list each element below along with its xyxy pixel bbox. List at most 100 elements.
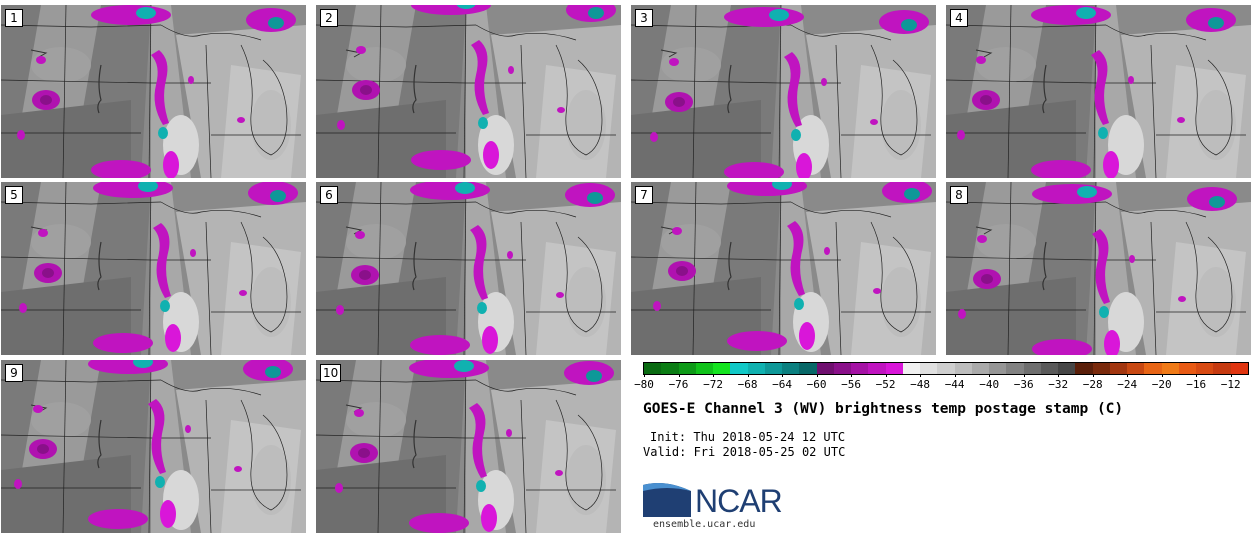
member-panel-2: 2 [316, 5, 621, 178]
colorbar-swatch [1161, 363, 1179, 374]
site-url: ensemble.ucar.edu [653, 519, 756, 530]
colorbar-swatch [989, 363, 1007, 374]
colorbar-swatch [1075, 363, 1093, 374]
valid-time: Valid: Fri 2018-05-25 02 UTC [643, 445, 846, 459]
colorbar-tick-label: −24 [1117, 378, 1138, 391]
colorbar-tick-label: −56 [841, 378, 862, 391]
colorbar-swatch [799, 363, 817, 374]
member-panel-4: 4 [946, 5, 1251, 178]
colorbar-tick-label: −68 [737, 378, 758, 391]
colorbar-swatch [971, 363, 989, 374]
member-panel-10: 10 [316, 360, 621, 533]
colorbar-tick-mark [747, 374, 749, 377]
colorbar-tick-mark [954, 374, 956, 377]
member-label-6: 6 [320, 186, 338, 204]
member-panel-5: 5 [1, 182, 306, 355]
colorbar-tick-mark [1058, 374, 1060, 377]
member-panel-1: 1 [1, 5, 306, 178]
member-map-4 [946, 5, 1251, 178]
colorbar-tick-label: −28 [1082, 378, 1103, 391]
colorbar-tick-mark [1127, 374, 1129, 377]
colorbar-tick-label: −16 [1186, 378, 1207, 391]
member-map-6 [316, 182, 621, 355]
colorbar-swatch [730, 363, 748, 374]
colorbar-tick-mark [1161, 374, 1163, 377]
colorbar-swatch [1213, 363, 1231, 374]
colorbar-swatch [1058, 363, 1076, 374]
colorbar-tick-mark [713, 374, 715, 377]
colorbar-tick-label: −12 [1220, 378, 1241, 391]
colorbar [643, 362, 1249, 375]
colorbar-swatch [816, 363, 834, 374]
colorbar-tick-mark [678, 374, 680, 377]
colorbar-tick-mark [851, 374, 853, 377]
colorbar-swatch [954, 363, 972, 374]
member-label-9: 9 [5, 364, 23, 382]
colorbar-tick-mark [885, 374, 887, 377]
colorbar-tick-mark [1230, 374, 1232, 377]
member-label-5: 5 [5, 186, 23, 204]
colorbar-swatch [782, 363, 800, 374]
colorbar-swatch [920, 363, 938, 374]
colorbar-swatch [937, 363, 955, 374]
colorbar-swatch [764, 363, 782, 374]
colorbar-swatch [1006, 363, 1024, 374]
ncar-logo-text: NCAR [695, 483, 783, 519]
member-panel-3: 3 [631, 5, 936, 178]
colorbar-tick-label: −20 [1151, 378, 1172, 391]
colorbar-swatch [1144, 363, 1162, 374]
colorbar-tick-mark [1092, 374, 1094, 377]
colorbar-tick-label: −36 [1013, 378, 1034, 391]
colorbar-swatch [833, 363, 851, 374]
colorbar-swatch [1109, 363, 1127, 374]
member-panel-8: 8 [946, 182, 1251, 355]
colorbar-tick-label: −32 [1048, 378, 1069, 391]
member-map-8 [946, 182, 1251, 355]
colorbar-swatch [1230, 363, 1248, 374]
colorbar-tick-label: −64 [772, 378, 792, 391]
colorbar-tick-mark [644, 374, 645, 377]
member-map-1 [1, 5, 306, 178]
colorbar-tick-label: −44 [944, 378, 965, 391]
member-map-5 [1, 182, 306, 355]
colorbar-swatch [885, 363, 903, 374]
member-map-2 [316, 5, 621, 178]
colorbar-swatch [1196, 363, 1214, 374]
member-label-1: 1 [5, 9, 23, 27]
colorbar-tick-mark [782, 374, 784, 377]
member-map-9 [1, 360, 306, 533]
colorbar-tick-label: −76 [668, 378, 689, 391]
ncar-logo: NCAR [643, 477, 793, 522]
colorbar-swatch [678, 363, 696, 374]
member-map-10 [316, 360, 621, 533]
colorbar-swatch [1127, 363, 1145, 374]
colorbar-swatch [1092, 363, 1110, 374]
colorbar-tick-mark [989, 374, 991, 377]
member-label-10: 10 [320, 364, 342, 382]
colorbar-swatch [868, 363, 886, 374]
member-map-3 [631, 5, 936, 178]
member-label-4: 4 [950, 9, 968, 27]
init-time: Init: Thu 2018-05-24 12 UTC [650, 430, 846, 444]
ncar-swoosh-icon [643, 483, 691, 517]
figure-title: GOES-E Channel 3 (WV) brightness temp po… [643, 401, 1124, 417]
member-map-7 [631, 182, 936, 355]
colorbar-tick-mark [1196, 374, 1198, 377]
colorbar-tick-label: −52 [875, 378, 896, 391]
colorbar-tick-mark [1023, 374, 1025, 377]
colorbar-tick-mark [920, 374, 922, 377]
colorbar-tick-mark [816, 374, 818, 377]
colorbar-tick-label: −60 [806, 378, 827, 391]
colorbar-swatch [713, 363, 731, 374]
colorbar-swatch [851, 363, 869, 374]
colorbar-tick-label: −40 [979, 378, 1000, 391]
colorbar-swatch [644, 363, 662, 374]
colorbar-swatch [902, 363, 920, 374]
colorbar-swatch [695, 363, 713, 374]
colorbar-tick-label: −48 [910, 378, 931, 391]
colorbar-swatch [747, 363, 765, 374]
colorbar-tick-label: −72 [703, 378, 723, 391]
colorbar-swatch [1040, 363, 1058, 374]
member-panel-9: 9 [1, 360, 306, 533]
member-label-7: 7 [635, 186, 653, 204]
